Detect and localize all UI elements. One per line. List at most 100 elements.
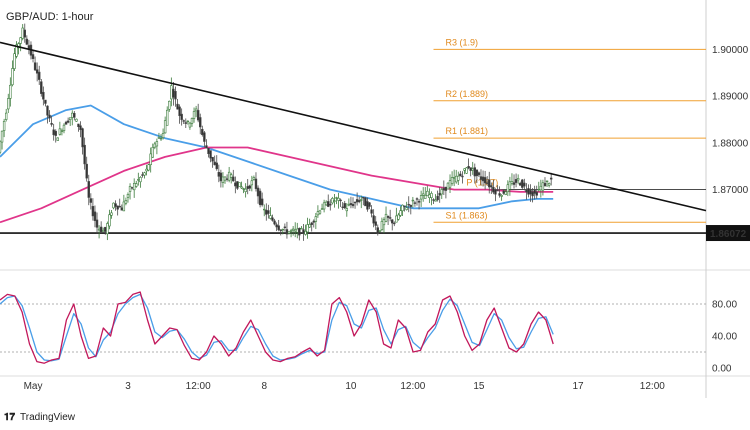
candle-body — [250, 180, 254, 186]
candle-body — [99, 226, 103, 233]
candle-body — [132, 183, 136, 191]
candle-body — [110, 212, 113, 216]
candle-body — [157, 137, 161, 139]
candle-body — [15, 44, 18, 57]
candle-body — [91, 206, 95, 217]
candle-body — [364, 197, 367, 207]
candle-body — [302, 229, 305, 234]
candle-body — [424, 195, 427, 199]
candle-body — [543, 182, 547, 187]
candle-body — [244, 188, 247, 193]
candle-body — [9, 84, 12, 99]
candle-body — [421, 193, 425, 196]
candle-body — [298, 227, 301, 236]
oscillator-d-line — [0, 293, 554, 362]
candle-body — [521, 179, 524, 188]
candle-body — [186, 120, 190, 123]
candle-body — [471, 168, 474, 171]
candle-body — [199, 117, 202, 128]
candle-body — [155, 141, 159, 147]
candle-body — [380, 221, 384, 231]
oscillator-panel — [0, 291, 706, 364]
candle-body — [213, 161, 216, 166]
candle-body — [512, 182, 516, 185]
candle-body — [455, 175, 458, 183]
candle-body — [529, 189, 532, 195]
candle-body — [523, 182, 526, 187]
candle-body — [355, 199, 359, 203]
candle-body — [357, 200, 361, 203]
candle-body — [242, 188, 245, 190]
candle-body — [368, 202, 371, 207]
pivot-label: R1 (1.881) — [446, 126, 489, 136]
candle-body — [285, 229, 289, 235]
candle-body — [102, 229, 105, 232]
candle-body — [463, 168, 466, 171]
descending-trendline — [0, 41, 707, 212]
candle-body — [481, 176, 485, 182]
candle-body — [351, 203, 355, 207]
candle-body — [209, 150, 212, 159]
candle-body — [232, 176, 235, 182]
candle-body — [13, 53, 16, 69]
candle-body — [19, 37, 22, 44]
candle-body — [246, 186, 249, 189]
candle-body — [77, 123, 80, 127]
candle-body — [223, 176, 227, 181]
candle-body — [60, 130, 64, 132]
candle-body — [382, 219, 386, 226]
candle-body — [23, 29, 26, 38]
candle-body — [341, 206, 344, 209]
candle-body — [442, 188, 446, 191]
candle-body — [549, 177, 553, 180]
candle-body — [7, 98, 10, 110]
candle-body — [378, 230, 382, 232]
candle-body — [296, 228, 299, 233]
candle-body — [440, 189, 443, 195]
candle-body — [525, 189, 528, 193]
candle-body — [0, 140, 2, 153]
pivot-label: P (1.87) — [466, 178, 498, 188]
candle-body — [411, 199, 415, 202]
candle-body — [304, 231, 307, 235]
oscillator-tick-label: 40.00 — [712, 332, 737, 343]
candle-body — [277, 225, 280, 231]
price-tick-label: 1.90000 — [712, 45, 749, 56]
candle-body — [168, 100, 171, 110]
candle-body — [112, 202, 115, 209]
candle-body — [506, 184, 510, 193]
time-tick-label: 8 — [261, 381, 267, 392]
candle-body — [68, 117, 72, 120]
candle-body — [327, 201, 330, 207]
candle-body — [504, 191, 507, 195]
candle-body — [234, 182, 237, 187]
time-tick-label: 17 — [572, 381, 584, 392]
candle-body — [66, 120, 70, 123]
candle-body — [180, 113, 183, 120]
candle-body — [306, 224, 309, 233]
candle-body — [279, 229, 282, 232]
candle-body — [48, 114, 51, 119]
candle-body — [50, 122, 53, 125]
candle-body — [273, 220, 276, 225]
candle-body — [436, 195, 439, 201]
candle-body — [545, 180, 549, 183]
candle-body — [502, 190, 505, 194]
price-tick-label: 1.87000 — [712, 185, 749, 196]
candle-body — [384, 213, 388, 222]
candle-body — [221, 176, 225, 183]
candle-body — [219, 172, 223, 182]
candle-body — [469, 167, 472, 171]
candle-body — [172, 88, 175, 98]
candle-body — [256, 187, 260, 197]
candle-body — [163, 120, 167, 134]
candle-body — [314, 216, 318, 222]
candle-body — [333, 200, 336, 202]
candle-body — [238, 182, 241, 187]
candle-body — [413, 202, 417, 204]
candle-body — [399, 210, 402, 216]
candle-body — [349, 203, 353, 206]
candle-body — [58, 128, 62, 135]
candle-body — [254, 178, 258, 189]
